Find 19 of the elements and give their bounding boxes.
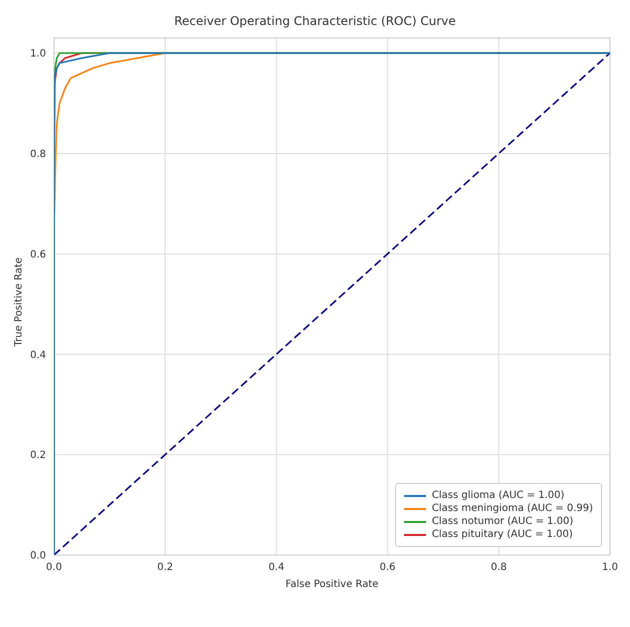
x-axis-title: False Positive Rate xyxy=(286,579,378,590)
x-tick-label: 0.2 xyxy=(157,562,174,574)
chart-title: Receiver Operating Characteristic (ROC) Curve xyxy=(173,14,457,28)
x-tick-label: 0.4 xyxy=(268,562,284,574)
legend-label: Class glioma (AUC = 1.00) xyxy=(432,490,564,501)
y-tick-label: 0.8 xyxy=(30,148,46,160)
x-tick-label: 0.8 xyxy=(490,562,507,574)
x-tick-label: 0.6 xyxy=(380,562,396,574)
y-axis-title: True Positive Rate xyxy=(14,257,25,348)
y-tick-label: 0.4 xyxy=(30,350,46,361)
y-tick-label: 0.0 xyxy=(30,550,46,562)
legend-label: Class pituitary (AUC = 1.00) xyxy=(432,529,573,540)
y-tick-label: 1.0 xyxy=(30,48,46,60)
y-tick-label: 0.6 xyxy=(30,249,46,260)
y-tick-label: 0.2 xyxy=(30,450,46,462)
legend-label: Class notumor (AUC = 1.00) xyxy=(432,516,574,527)
x-tick-label: 0.0 xyxy=(46,562,62,574)
x-tick-label: 1.0 xyxy=(602,562,618,574)
legend-label: Class meningioma (AUC = 0.99) xyxy=(432,503,593,514)
